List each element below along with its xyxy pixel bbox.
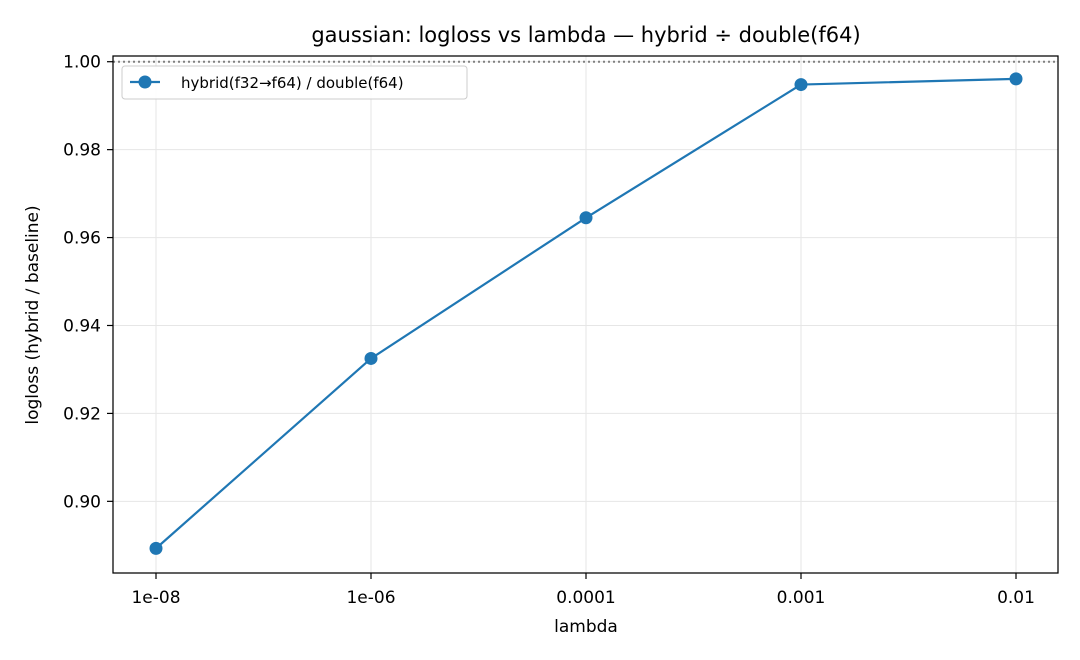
x-tick-label: 0.001 bbox=[777, 588, 826, 608]
x-tick-label: 0.0001 bbox=[556, 588, 615, 608]
data-point bbox=[1009, 72, 1023, 86]
x-axis-ticks: 1e-08 1e-06 0.0001 0.001 0.01 bbox=[131, 573, 1035, 608]
legend-label: hybrid(f32→f64) / double(f64) bbox=[181, 74, 404, 92]
y-axis-ticks: 0.90 0.92 0.94 0.96 0.98 1.00 bbox=[63, 53, 113, 512]
x-axis-label: lambda bbox=[554, 617, 618, 637]
y-axis-label: logloss (hybrid / baseline) bbox=[23, 205, 43, 424]
series-group bbox=[149, 72, 1023, 555]
data-point bbox=[364, 351, 378, 365]
x-tick-label: 0.01 bbox=[997, 588, 1035, 608]
chart-title: gaussian: logloss vs lambda — hybrid ÷ d… bbox=[311, 23, 860, 47]
y-tick-label: 0.96 bbox=[63, 229, 101, 249]
data-point bbox=[794, 78, 808, 92]
legend: hybrid(f32→f64) / double(f64) bbox=[121, 65, 468, 100]
y-tick-label: 1.00 bbox=[63, 53, 101, 73]
legend-marker-swatch bbox=[138, 75, 152, 89]
y-tick-label: 0.90 bbox=[63, 492, 101, 512]
y-tick-label: 0.94 bbox=[63, 316, 101, 336]
data-point bbox=[579, 211, 593, 225]
x-tick-label: 1e-08 bbox=[131, 588, 180, 608]
legend-box bbox=[121, 65, 468, 100]
y-tick-label: 0.92 bbox=[63, 404, 101, 424]
grid bbox=[113, 56, 1058, 573]
x-tick-label: 1e-06 bbox=[346, 588, 395, 608]
data-point bbox=[149, 541, 163, 555]
y-tick-label: 0.98 bbox=[63, 141, 101, 161]
